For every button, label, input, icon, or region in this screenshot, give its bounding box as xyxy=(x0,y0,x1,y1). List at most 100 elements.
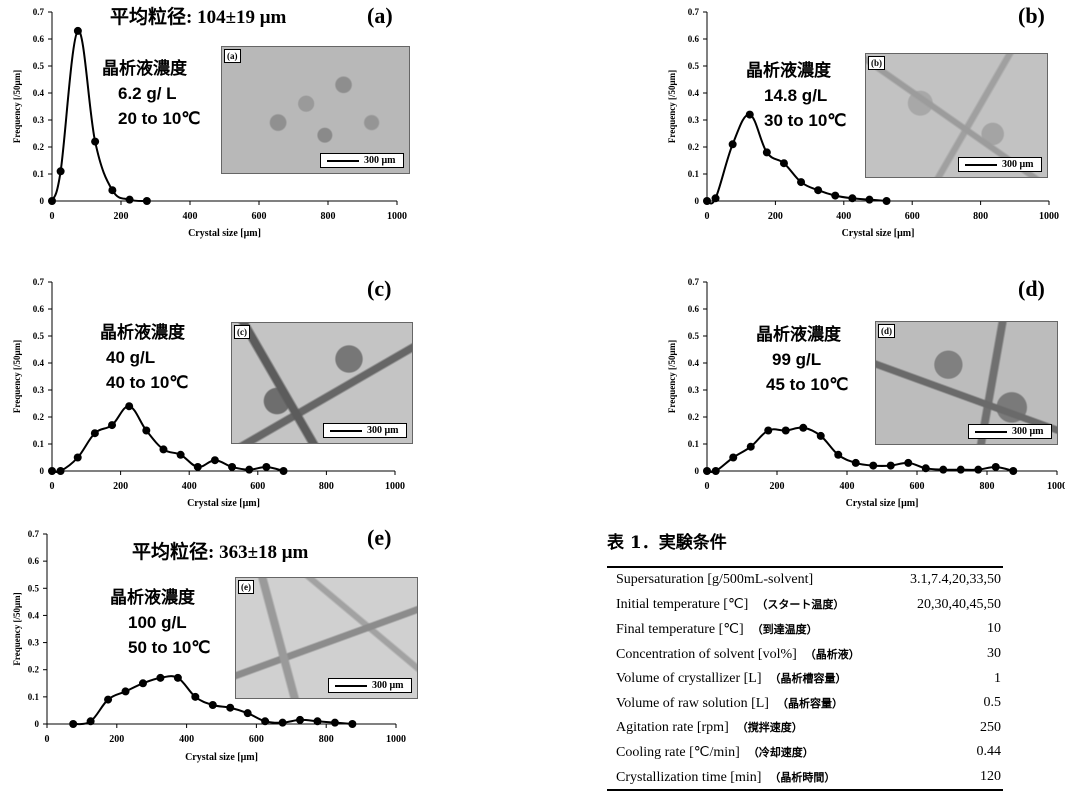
parameter-note: （冷却速度） xyxy=(747,745,814,759)
data-point xyxy=(882,197,891,205)
y-tick-label: 0.3 xyxy=(28,638,40,648)
parameter-note: （晶析時間） xyxy=(769,770,836,784)
data-point xyxy=(91,137,100,146)
y-tick-label: 0.5 xyxy=(33,331,45,341)
micrograph-a: (a) 300 μm xyxy=(221,46,410,174)
data-point xyxy=(125,402,134,411)
y-tick-label: 0.4 xyxy=(33,88,45,98)
data-point xyxy=(974,465,983,474)
chart-d: 0 0.1 0.2 0.3 0.4 0.5 0.6 0.7 0 200 400 600 800 1000 C… xyxy=(667,277,1065,509)
micrograph-image-e xyxy=(236,578,417,698)
data-point xyxy=(797,178,806,187)
x-tick-label: 600 xyxy=(249,734,264,745)
data-point xyxy=(138,679,147,688)
parameter-label: Final temperature [℃] xyxy=(616,621,744,637)
x-tick-label: 0 xyxy=(45,734,50,745)
y-tick-label: 0.3 xyxy=(33,115,45,125)
table-row: Concentration of solvent [vol%] （晶析液） 30 xyxy=(607,642,1003,667)
parameter-note: （スタート温度） xyxy=(756,598,845,612)
table-cell-parameter: Crystallization time [min] （晶析時間） xyxy=(607,764,891,792)
x-tick-label: 200 xyxy=(770,481,785,492)
y-tick-label: 0.7 xyxy=(688,277,700,287)
micrograph-c: (c) 300 μm xyxy=(231,322,413,444)
table-cell-value: 120 xyxy=(890,764,1003,792)
x-tick-label: 600 xyxy=(910,481,925,492)
y-tick-label: 0.6 xyxy=(33,34,45,44)
panel-letter-b: (b) xyxy=(1018,3,1045,28)
x-tick-label: 800 xyxy=(319,734,334,745)
data-point xyxy=(865,195,874,204)
table-cell-value: 0.44 xyxy=(976,744,1002,760)
data-point xyxy=(848,194,857,203)
parameter-label: Volume of crystallizer [L] xyxy=(616,671,762,687)
chart-c: 0 0.1 0.2 0.3 0.4 0.5 0.6 0.7 0 200 400 600 800 1000 C… xyxy=(12,277,405,509)
micrograph-b: (b) 300 μm xyxy=(865,53,1048,178)
x-tick-label: 1000 xyxy=(385,481,405,492)
concentration-block-d: 晶析液濃度 99 g/L 45 to 10℃ xyxy=(756,322,848,397)
y-tick-label: 0.7 xyxy=(28,529,40,539)
conc-title-c: 晶析液濃度 xyxy=(100,323,185,342)
conc-title-d: 晶析液濃度 xyxy=(756,325,841,344)
parameter-note: （晶析容量） xyxy=(776,696,843,710)
conc-value-b: 14.8 g/L xyxy=(764,86,828,105)
data-point xyxy=(104,695,113,704)
table-cell-parameter: Concentration of solvent [vol%] （晶析液） xyxy=(607,642,890,667)
panel-letter-e: (e) xyxy=(367,525,392,550)
table-cell-value: 0.5 xyxy=(983,695,1002,711)
x-tick-label: 200 xyxy=(109,734,124,745)
y-tick-label: 0 xyxy=(695,196,700,206)
x-tick-label: 0 xyxy=(50,481,55,492)
y-tick-label: 0.7 xyxy=(33,277,45,287)
y-tick-label: 0.1 xyxy=(28,692,40,702)
table-cell-value: 30 xyxy=(987,646,1001,662)
data-point xyxy=(703,467,711,475)
y-tick-label: 0.2 xyxy=(28,665,40,675)
micrograph-image-b xyxy=(866,54,1047,177)
panel-letter-a: (a) xyxy=(367,3,393,28)
x-tick-label: 400 xyxy=(836,211,851,222)
panel-letter-c: (c) xyxy=(367,276,392,301)
data-point xyxy=(939,465,948,474)
parameter-label: Volume of raw solution [L] xyxy=(616,695,769,711)
table-title: 表 1．実験条件 xyxy=(607,533,727,553)
data-point xyxy=(746,442,755,451)
x-axis-label: Crystal size [μm] xyxy=(187,498,260,509)
data-point xyxy=(814,186,823,195)
y-tick-label: 0.1 xyxy=(33,169,45,179)
x-tick-label: 600 xyxy=(252,211,267,222)
parameter-label: Supersaturation [g/500mL-solvent] xyxy=(616,572,814,588)
x-tick-label: 800 xyxy=(973,211,988,222)
x-tick-label: 200 xyxy=(114,211,129,222)
scale-bar-c: 300 μm xyxy=(323,423,407,438)
data-point xyxy=(173,673,182,682)
y-tick-label: 0.6 xyxy=(688,304,700,314)
x-axis-label: Crystal size [μm] xyxy=(185,752,258,763)
data-point xyxy=(261,717,270,726)
data-point xyxy=(226,703,235,712)
data-point xyxy=(73,26,82,35)
y-tick-label: 0.6 xyxy=(28,556,40,566)
mean-size-label-e: 平均粒径: 363±18 μm xyxy=(132,542,309,563)
x-tick-label: 400 xyxy=(182,481,197,492)
data-point xyxy=(348,720,357,728)
table-cell-value: 250 xyxy=(980,719,1001,735)
data-point xyxy=(956,465,965,474)
data-point xyxy=(921,464,930,473)
table-cell-value: 20,30,40,45,50 xyxy=(917,596,1001,612)
x-axis-label: Crystal size [μm] xyxy=(188,228,261,239)
x-tick-label: 1000 xyxy=(1047,481,1065,492)
x-tick-label: 400 xyxy=(840,481,855,492)
x-tick-label: 1000 xyxy=(386,734,406,745)
y-tick-label: 0.1 xyxy=(688,169,700,179)
table-cell-parameter: Cooling rate [℃/min] （冷却速度） xyxy=(607,740,890,765)
y-tick-label: 0.5 xyxy=(28,583,40,593)
micrograph-tag-a: (a) xyxy=(224,49,241,63)
conc-title-a: 晶析液濃度 xyxy=(102,59,187,78)
table-row: Agitation rate [rpm] （撹拌速度） 250 xyxy=(607,716,1003,741)
conc-title-e: 晶析液濃度 xyxy=(110,588,195,607)
data-point xyxy=(90,429,99,438)
y-tick-label: 0.6 xyxy=(688,34,700,44)
parameter-note: （晶析液） xyxy=(804,647,860,661)
x-tick-label: 200 xyxy=(113,481,128,492)
